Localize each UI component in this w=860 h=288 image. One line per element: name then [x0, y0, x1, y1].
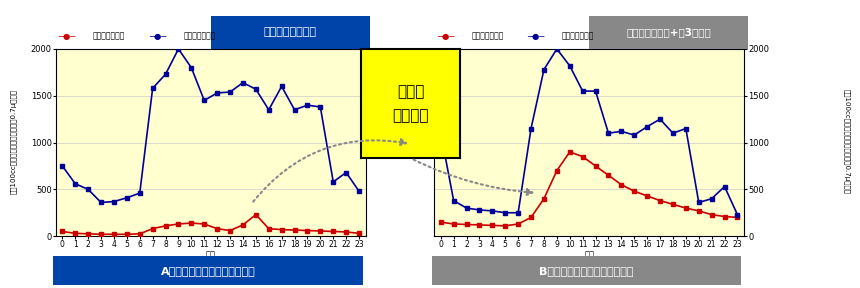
Text: 室内埃量（個）: 室内埃量（個） [93, 31, 126, 41]
Text: 空気100ccあたりの粉じん量（粒子0.7μ以上）: 空気100ccあたりの粉じん量（粒子0.7μ以上） [844, 89, 851, 194]
Text: 屋外埃量（個）: 屋外埃量（個） [183, 31, 216, 41]
Text: 屋外埃量（個）: 屋外埃量（個） [562, 31, 594, 41]
X-axis label: 時間: 時間 [584, 251, 594, 260]
Text: ルームエアコン+第3種換気: ルームエアコン+第3種換気 [626, 27, 711, 37]
Text: B棟：電子式エアクリーナなし: B棟：電子式エアクリーナなし [539, 266, 634, 276]
Text: 空気100ccあたりの粉じん量（粒子0.7μ以上）: 空気100ccあたりの粉じん量（粒子0.7μ以上） [9, 89, 16, 194]
Text: 効果は
歴然です: 効果は 歴然です [392, 84, 429, 124]
Text: A棟：電子式エアクリーナあり: A棟：電子式エアクリーナあり [161, 266, 255, 276]
Text: ─●─: ─●─ [149, 31, 166, 41]
Text: 室内埃量（個）: 室内埃量（個） [471, 31, 504, 41]
Text: ─●─: ─●─ [527, 31, 544, 41]
Text: ─●─: ─●─ [58, 31, 76, 41]
Text: 全館空調システム: 全館空調システム [264, 27, 316, 37]
Text: ─●─: ─●─ [437, 31, 454, 41]
X-axis label: 時間: 時間 [206, 251, 216, 260]
